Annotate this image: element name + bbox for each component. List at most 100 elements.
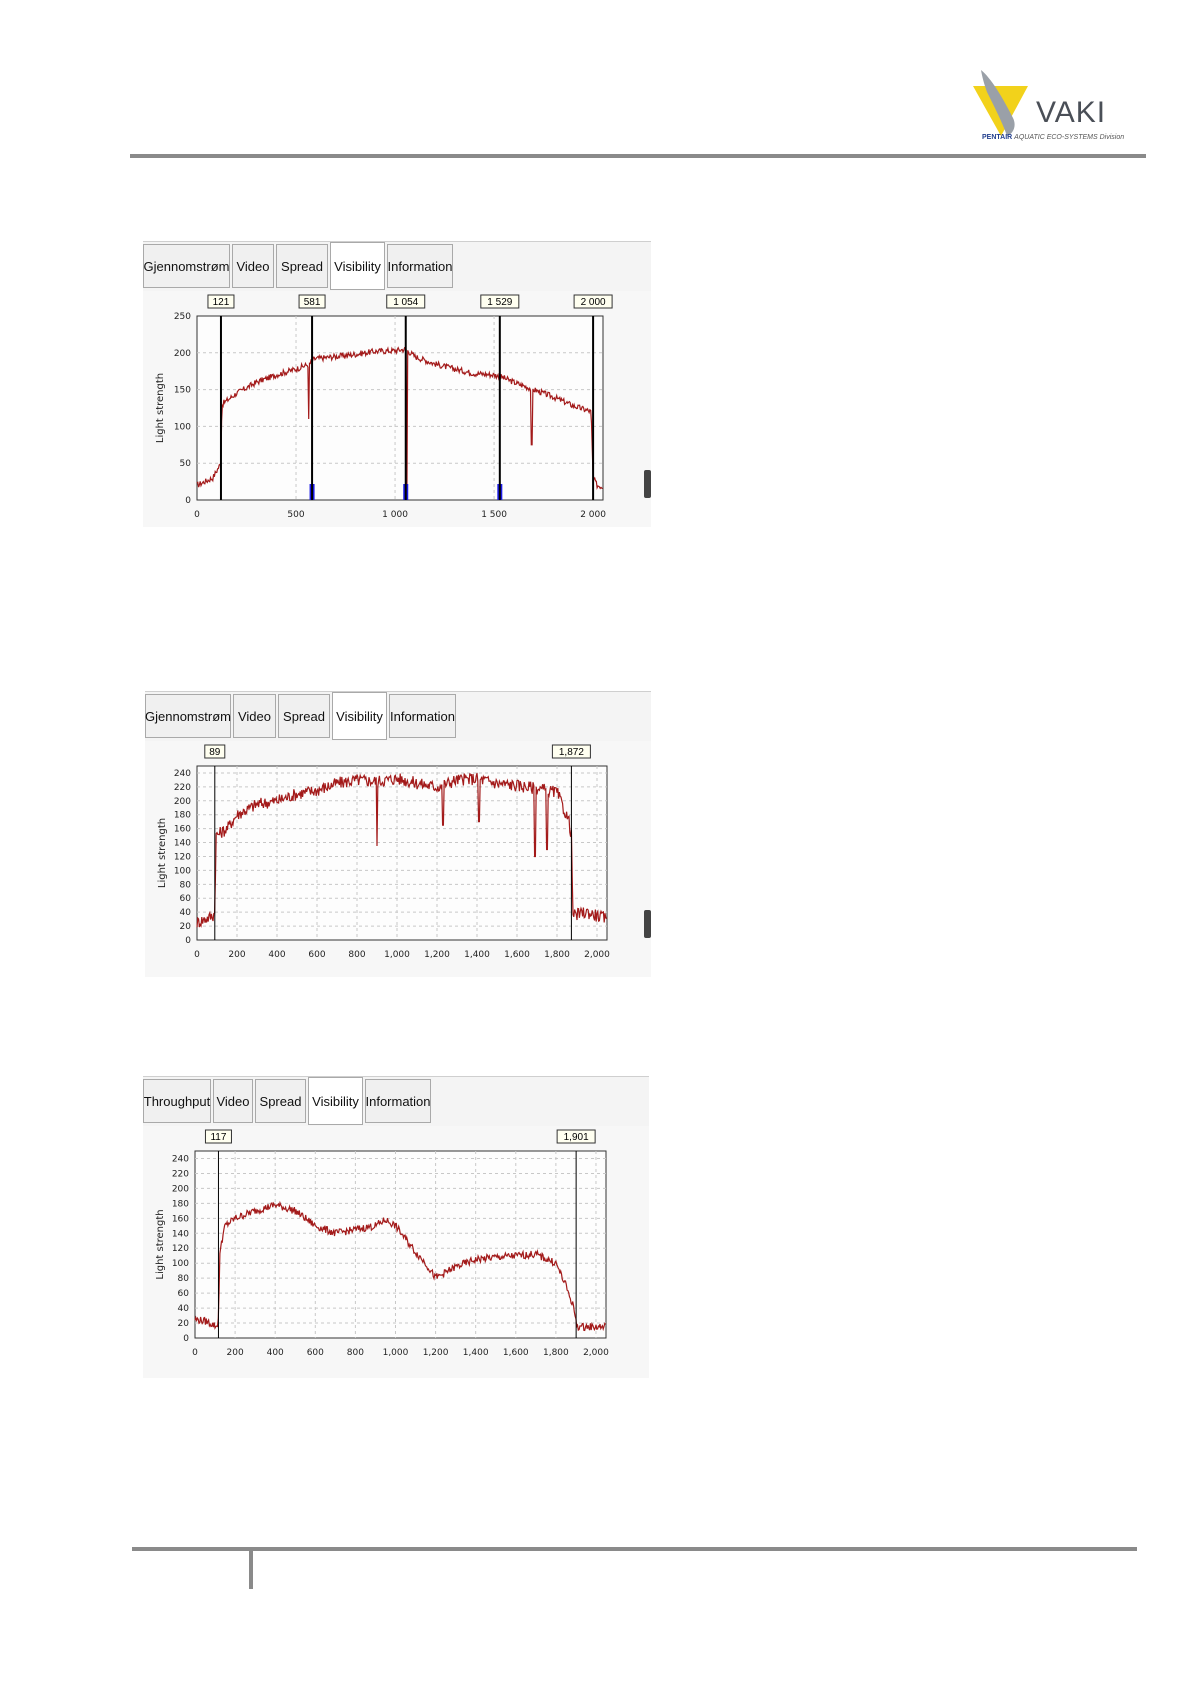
x-tick-label: 1,000 (384, 950, 410, 960)
x-tick-label: 1,800 (543, 1348, 569, 1358)
y-tick-label: 40 (180, 908, 192, 918)
x-tick-label: 800 (347, 1348, 364, 1358)
x-tick-label: 500 (287, 510, 304, 520)
tab-information[interactable]: Information (365, 1079, 431, 1123)
x-tick-label: 2,000 (584, 950, 610, 960)
x-tick-label: 1,400 (463, 1348, 489, 1358)
x-tick-label: 0 (194, 510, 200, 520)
y-axis-label: Light strength (155, 1209, 166, 1279)
tab-bar: Gjennomstrøm Video Spread Visibility Inf… (145, 691, 651, 742)
visibility-chart: 0 20 40 60 80 100 120 140 160 180 200 220 240 0 200 400… (145, 741, 651, 977)
header-rule (130, 154, 1146, 158)
scroll-handle (644, 910, 651, 938)
logo-fish (981, 70, 1015, 136)
tab-bar: Throughput Video Spread Visibility Infor… (143, 1076, 649, 1127)
y-tick-label: 40 (178, 1304, 190, 1314)
marker-tag-box (298, 294, 326, 309)
x-tick-label: 1,800 (544, 950, 570, 960)
y-tick-label: 50 (180, 459, 192, 469)
x-tick-label: 1 500 (481, 510, 507, 520)
marker-tag-box (556, 1129, 596, 1144)
y-tick-label: 200 (174, 349, 191, 359)
y-tick-label: 0 (185, 936, 191, 946)
x-tick-label: 1,200 (423, 1348, 449, 1358)
y-tick-label: 160 (174, 825, 191, 835)
y-tick-label: 60 (178, 1289, 190, 1299)
x-tick-label: 2,000 (583, 1348, 609, 1358)
visibility-chart: 0 50 100 150 200 250 0 500 1 000 1 500 2 000 Light … (143, 291, 651, 527)
marker-tag-label: 89 (209, 747, 221, 758)
visibility-panel-2: Gjennomstrøm Video Spread Visibility Inf… (145, 691, 651, 977)
logo-subline-brand: PENTAIR (982, 134, 1013, 141)
tab-video[interactable]: Video (213, 1079, 253, 1123)
y-tick-label: 250 (174, 312, 191, 322)
y-tick-label: 0 (185, 496, 191, 506)
tab-video[interactable]: Video (232, 244, 274, 288)
chart-svg: 0 50 100 150 200 250 0 500 1 000 1 500 2 000 Light … (143, 291, 651, 527)
y-axis-label: Light strength (155, 373, 166, 443)
tab-video[interactable]: Video (233, 694, 276, 738)
y-tick-label: 240 (172, 1154, 189, 1164)
tab-information[interactable]: Information (389, 694, 456, 738)
marker-tag-label: 1,901 (564, 1132, 589, 1143)
x-tick-label: 600 (307, 1348, 324, 1358)
tab-spread[interactable]: Spread (255, 1079, 306, 1123)
visibility-chart: 0 20 40 60 80 100 120 140 160 180 200 220 240 0 200 400… (143, 1126, 649, 1378)
marker-tag-label: 121 (213, 297, 230, 308)
tab-visibility[interactable]: Visibility (332, 692, 387, 740)
marker-tag-label: 1 054 (393, 297, 418, 308)
tab-gjennomstrom[interactable]: Gjennomstrøm (143, 244, 230, 288)
y-tick-label: 120 (172, 1244, 189, 1254)
y-tick-label: 150 (174, 386, 191, 396)
x-tick-label: 2 000 (580, 510, 606, 520)
x-tick-label: 1,200 (424, 950, 450, 960)
marker-tag-box (207, 294, 235, 309)
y-tick-label: 140 (172, 1229, 189, 1239)
y-tick-label: 20 (178, 1319, 190, 1329)
y-tick-label: 80 (178, 1274, 190, 1284)
y-tick-label: 100 (174, 866, 191, 876)
x-tick-label: 1,600 (503, 1348, 529, 1358)
y-tick-label: 80 (180, 880, 192, 890)
y-tick-label: 180 (172, 1199, 189, 1209)
y-tick-label: 100 (172, 1259, 189, 1269)
tab-spread[interactable]: Spread (278, 694, 330, 738)
marker-tag-label: 1,872 (559, 747, 584, 758)
chart-svg: 0 20 40 60 80 100 120 140 160 180 200 220 240 0 200 400… (145, 741, 651, 977)
x-tick-label: 0 (192, 1348, 198, 1358)
marker-tag-box (551, 744, 591, 759)
y-tick-label: 100 (174, 422, 191, 432)
marker-tag-label: 2 000 (581, 297, 606, 308)
x-tick-label: 800 (348, 950, 365, 960)
tab-throughput[interactable]: Throughput (143, 1079, 211, 1123)
scroll-handle (644, 470, 651, 498)
marker-tag-box (204, 744, 226, 759)
y-tick-label: 200 (174, 797, 191, 807)
y-tick-label: 240 (174, 769, 191, 779)
tab-visibility[interactable]: Visibility (330, 242, 385, 290)
visibility-panel-1: Gjennomstrøm Video Spread Visibility Inf… (143, 241, 651, 527)
x-tick-label: 200 (228, 950, 245, 960)
marker-tag-label: 1 529 (487, 297, 512, 308)
x-tick-label: 0 (194, 950, 200, 960)
y-tick-label: 220 (172, 1169, 189, 1179)
x-tick-label: 1,000 (383, 1348, 409, 1358)
x-tick-label: 400 (268, 950, 285, 960)
y-axis-label: Light strength (157, 818, 168, 888)
light-strength-series (196, 346, 603, 497)
y-tick-label: 200 (172, 1184, 189, 1194)
tab-bar: Gjennomstrøm Video Spread Visibility Inf… (143, 241, 651, 292)
marker-tag-box (386, 294, 426, 309)
x-tick-label: 1,600 (504, 950, 530, 960)
y-tick-label: 0 (183, 1334, 189, 1344)
light-strength-series (196, 772, 608, 928)
tab-spread[interactable]: Spread (276, 244, 328, 288)
tab-information[interactable]: Information (387, 244, 453, 288)
x-tick-label: 1,400 (464, 950, 490, 960)
footer-rule (132, 1547, 1137, 1551)
tab-visibility[interactable]: Visibility (308, 1077, 363, 1125)
x-tick-label: 600 (308, 950, 325, 960)
marker-tag-box (204, 1129, 232, 1144)
light-strength-series (194, 1200, 607, 1332)
tab-gjennomstrom[interactable]: Gjennomstrøm (145, 694, 231, 738)
